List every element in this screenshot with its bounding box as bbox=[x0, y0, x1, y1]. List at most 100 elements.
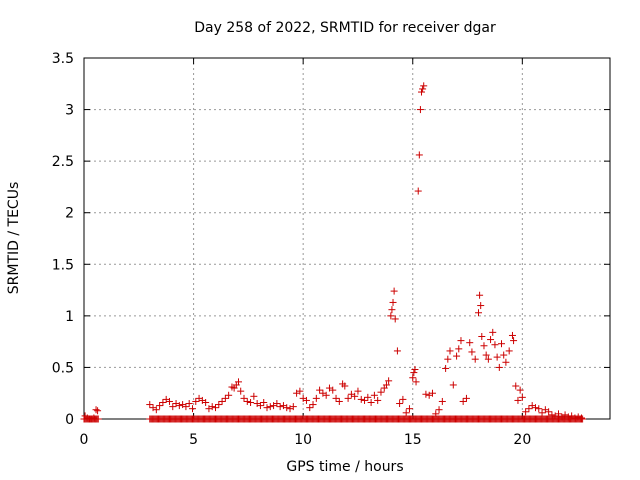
data-point bbox=[564, 413, 572, 421]
data-point bbox=[92, 406, 100, 414]
data-point bbox=[393, 347, 401, 355]
data-point bbox=[477, 302, 485, 310]
data-point bbox=[390, 287, 398, 295]
data-point bbox=[508, 331, 516, 339]
data-points bbox=[80, 82, 587, 423]
data-point bbox=[159, 398, 167, 406]
data-point bbox=[341, 382, 349, 390]
data-point bbox=[152, 406, 160, 414]
data-point bbox=[466, 339, 474, 347]
data-point bbox=[351, 392, 359, 400]
data-point bbox=[471, 355, 479, 363]
data-point bbox=[260, 398, 268, 406]
data-point bbox=[182, 403, 190, 411]
data-point bbox=[240, 394, 248, 402]
y-tick-label: 2.5 bbox=[52, 154, 74, 170]
data-point bbox=[250, 392, 258, 400]
data-point bbox=[444, 355, 452, 363]
data-point bbox=[516, 386, 524, 394]
data-point bbox=[411, 365, 419, 373]
data-point bbox=[235, 378, 243, 386]
data-point bbox=[276, 403, 284, 411]
data-point bbox=[316, 386, 324, 394]
data-point bbox=[302, 396, 310, 404]
x-tick-labels: 0 5 10 15 20 bbox=[80, 432, 532, 448]
data-point bbox=[283, 404, 291, 412]
data-point bbox=[399, 395, 407, 403]
data-point bbox=[414, 187, 422, 195]
data-point bbox=[212, 404, 219, 412]
data-point bbox=[322, 391, 330, 399]
x-tick-label: 5 bbox=[189, 432, 198, 448]
data-point bbox=[389, 298, 397, 306]
data-point bbox=[415, 151, 423, 159]
data-point bbox=[90, 414, 98, 422]
data-point bbox=[442, 364, 450, 372]
data-point bbox=[455, 345, 463, 353]
data-point bbox=[256, 402, 264, 410]
data-point bbox=[482, 351, 490, 359]
data-point bbox=[409, 374, 417, 382]
data-point bbox=[432, 410, 440, 418]
data-point bbox=[514, 396, 522, 404]
x-axis-label: GPS time / hours bbox=[286, 459, 403, 475]
data-point bbox=[202, 398, 210, 406]
data-point bbox=[306, 404, 314, 412]
data-point bbox=[243, 397, 251, 405]
data-point bbox=[156, 402, 164, 410]
x-tick-label: 0 bbox=[80, 432, 89, 448]
data-point bbox=[446, 347, 454, 355]
data-point bbox=[435, 406, 443, 414]
data-point bbox=[289, 403, 297, 411]
data-point bbox=[225, 391, 233, 399]
plot-frame bbox=[83, 57, 611, 420]
data-point bbox=[344, 394, 352, 402]
data-point bbox=[419, 85, 427, 93]
data-point bbox=[192, 397, 200, 405]
data-point bbox=[388, 306, 396, 314]
data-point bbox=[462, 394, 470, 402]
data-point bbox=[402, 409, 410, 417]
data-point bbox=[329, 386, 337, 394]
data-point bbox=[382, 381, 390, 389]
data-point bbox=[94, 407, 102, 415]
data-point bbox=[518, 393, 526, 401]
data-point bbox=[449, 381, 457, 389]
data-point bbox=[535, 405, 543, 413]
data-point bbox=[374, 396, 382, 404]
data-point bbox=[578, 414, 586, 422]
data-point bbox=[538, 409, 546, 417]
data-point bbox=[478, 332, 486, 340]
data-point bbox=[468, 348, 476, 356]
data-point bbox=[221, 394, 229, 402]
x-tick-label: 15 bbox=[404, 432, 422, 448]
data-point bbox=[438, 397, 446, 405]
data-point bbox=[391, 315, 399, 323]
data-point bbox=[487, 336, 495, 344]
data-point bbox=[484, 355, 492, 363]
data-point bbox=[505, 347, 513, 355]
data-point bbox=[377, 388, 385, 396]
data-point bbox=[354, 387, 362, 395]
data-point bbox=[185, 400, 193, 408]
data-point bbox=[500, 351, 508, 359]
y-tick-label: 3 bbox=[65, 103, 74, 119]
data-point bbox=[459, 397, 467, 405]
data-point bbox=[296, 387, 304, 395]
data-point bbox=[495, 363, 503, 371]
data-point bbox=[146, 401, 154, 409]
y-tick-labels: 0 0.5 1 1.5 2 2.5 3 3.5 bbox=[52, 51, 74, 428]
data-point bbox=[418, 88, 426, 96]
data-point bbox=[405, 405, 413, 413]
data-point bbox=[273, 400, 281, 408]
data-point bbox=[175, 402, 183, 410]
data-point bbox=[498, 340, 506, 348]
data-point bbox=[476, 291, 484, 299]
x-tick-label: 10 bbox=[294, 432, 312, 448]
y-tick-label: 1 bbox=[65, 309, 74, 325]
data-point bbox=[491, 341, 499, 349]
axis-ticks bbox=[83, 57, 610, 420]
data-point bbox=[367, 398, 375, 406]
x-tick-label: 20 bbox=[513, 432, 531, 448]
